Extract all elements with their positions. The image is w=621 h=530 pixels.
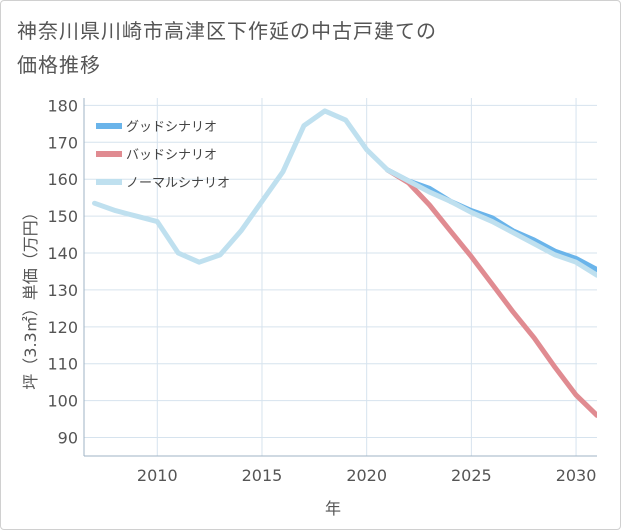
y-axis-label: 坪（3.3㎡）単価（万円） [21, 204, 40, 389]
y-tick-label: 150 [47, 207, 78, 226]
chart-title: 神奈川県川崎市高津区下作延の中古戸建ての価格推移 [17, 19, 437, 77]
legend-label: グッドシナリオ [126, 120, 217, 135]
x-axis-label: 年 [325, 499, 341, 518]
grid [83, 98, 597, 457]
tick-labels: 90 100 110 120 130 140 150 160 170 180 2010 2015 202… [47, 96, 596, 485]
y-tick-label: 160 [47, 170, 78, 189]
y-tick-label: 110 [47, 355, 78, 374]
y-tick-label: 100 [47, 392, 78, 411]
x-tick-label: 2015 [242, 466, 283, 485]
y-tick-label: 180 [47, 96, 78, 115]
plot-area [84, 98, 597, 456]
normal-scenario-line [92, 108, 597, 278]
y-tick-label: 130 [47, 281, 78, 300]
series-layer [92, 108, 597, 418]
y-tick-label: 120 [47, 318, 78, 337]
y-tick-label: 170 [47, 133, 78, 152]
x-tick-label: 2020 [346, 466, 387, 485]
y-tick-label: 140 [47, 244, 78, 263]
bad-scenario-line [385, 167, 597, 418]
legend-label: バッドシナリオ [126, 148, 217, 163]
x-tick-label: 2030 [556, 466, 597, 485]
x-tick-label: 2010 [137, 466, 178, 485]
legend-label: ノーマルシナリオ [126, 176, 230, 191]
y-tick-label: 90 [58, 429, 78, 448]
x-tick-label: 2025 [451, 466, 492, 485]
